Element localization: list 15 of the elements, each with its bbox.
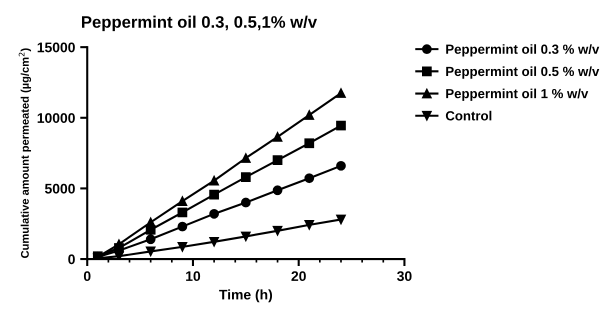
y-axis-title: Cumulative amount permeated (µg/cm$^{2}$)	[18, 48, 32, 258]
y-tick-label: 0	[68, 254, 75, 264]
x-tick-label: 30	[397, 271, 412, 282]
x-tick-label: 20	[291, 271, 306, 282]
legend-label: Peppermint oil 0.3 % w/v	[446, 44, 600, 56]
legend-label: Peppermint oil 1 % w/v	[446, 88, 588, 101]
y-tick-label: 15000	[38, 42, 75, 52]
x-tick-label: 0	[84, 271, 91, 282]
chart-title: Peppermint oil 0.3, 0.5,1% w/v	[82, 16, 318, 32]
legend-label: Control	[446, 110, 492, 120]
x-tick-label: 10	[186, 271, 200, 282]
y-tick-label: 10000	[38, 113, 75, 123]
legend-label: Peppermint oil 0.5 % w/v	[446, 66, 600, 79]
y-tick-label: 5000	[44, 184, 75, 194]
x-axis-title: Time (h)	[219, 289, 272, 302]
